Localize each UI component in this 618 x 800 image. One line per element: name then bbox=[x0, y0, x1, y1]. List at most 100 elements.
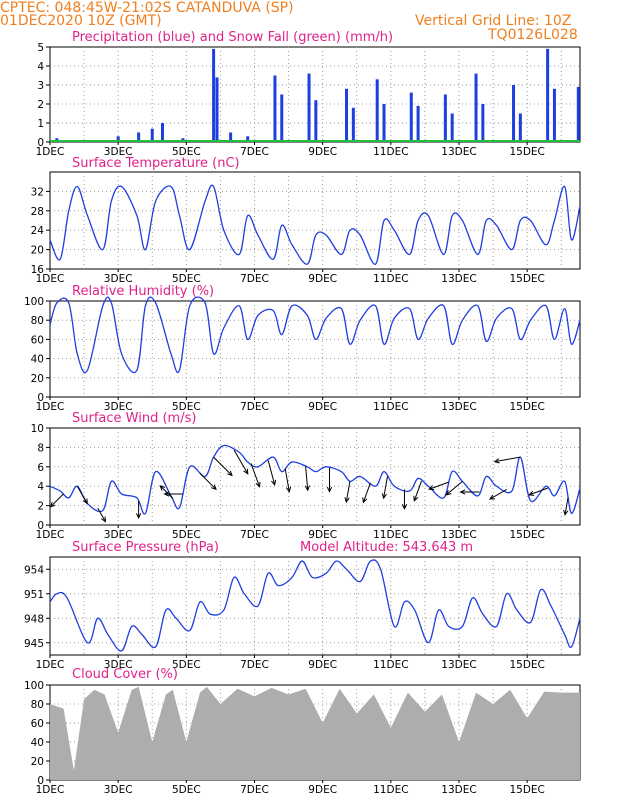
y-tick-label-wind: 10 bbox=[31, 423, 44, 435]
y-tick-label-wind: 6 bbox=[37, 462, 44, 474]
precip-bar bbox=[273, 75, 277, 142]
wind-arrow bbox=[97, 507, 106, 522]
y-tick-label-pres: 951 bbox=[24, 589, 44, 601]
x-tick-label-temp: 13DEC bbox=[441, 273, 476, 285]
y-tick-label-temp: 20 bbox=[31, 245, 44, 257]
precip-bar bbox=[382, 104, 386, 142]
x-tick-label-pres: 13DEC bbox=[441, 659, 476, 671]
y-tick-label-pres: 945 bbox=[24, 638, 44, 650]
wind-arrow bbox=[284, 468, 290, 492]
wind-arrow-head bbox=[401, 504, 408, 510]
wind-arrow bbox=[267, 460, 276, 485]
y-tick-label-rh: 80 bbox=[31, 315, 44, 327]
x-tick-label-precip: 15DEC bbox=[509, 146, 544, 158]
wind-arrow-head bbox=[563, 509, 569, 516]
y-tick-label-cloud: 100 bbox=[24, 680, 44, 692]
x-tick-label-rh: 1DEC bbox=[36, 401, 65, 413]
precip-bar bbox=[229, 132, 233, 142]
x-tick-label-temp: 11DEC bbox=[373, 273, 408, 285]
precip-bar bbox=[375, 79, 379, 142]
panel-title-pres: Surface Pressure (hPa) bbox=[72, 540, 219, 555]
precip-bar bbox=[576, 86, 580, 142]
x-tick-label-precip: 1DEC bbox=[36, 146, 65, 158]
x-tick-label-temp: 5DEC bbox=[172, 273, 201, 285]
station-line: CPTEC: 048:45W-21:02S CATANDUVA (SP) bbox=[0, 0, 294, 16]
wind-arrow bbox=[489, 489, 507, 500]
model-code: TQ0126L028 bbox=[488, 27, 578, 43]
precip-bar bbox=[552, 88, 556, 142]
y-tick-label-precip: 5 bbox=[37, 42, 44, 54]
x-tick-label-rh: 15DEC bbox=[509, 401, 544, 413]
x-tick-label-precip: 5DEC bbox=[172, 146, 201, 158]
wind-arrow bbox=[345, 481, 351, 503]
precip-bar bbox=[215, 77, 219, 142]
wind-arrow-head bbox=[82, 498, 88, 505]
y-tick-label-wind: 8 bbox=[37, 442, 44, 454]
wind-arrow bbox=[413, 480, 422, 501]
x-tick-label-precip: 7DEC bbox=[240, 146, 269, 158]
wind-arrow-head bbox=[381, 493, 387, 500]
wind-arrow-head bbox=[159, 485, 166, 491]
wind-arrow bbox=[250, 463, 260, 487]
x-tick-label-cloud: 13DEC bbox=[441, 784, 476, 796]
wind-arrow-head bbox=[326, 486, 333, 493]
y-tick-label-wind: 2 bbox=[37, 501, 44, 513]
precip-bar bbox=[518, 113, 522, 142]
x-tick-label-cloud: 1DEC bbox=[36, 784, 65, 796]
x-tick-label-cloud: 9DEC bbox=[308, 784, 337, 796]
wind-arrow bbox=[494, 456, 521, 463]
wind-arrow-head bbox=[101, 516, 107, 523]
precip-bar bbox=[307, 73, 311, 142]
y-tick-label-cloud: 60 bbox=[31, 718, 44, 730]
wind-arrow bbox=[305, 466, 309, 491]
precip-bar bbox=[212, 48, 216, 142]
y-tick-label-rh: 100 bbox=[24, 296, 44, 308]
precip-bar bbox=[409, 92, 413, 142]
x-tick-label-wind: 5DEC bbox=[172, 529, 201, 541]
wind-arrow-head bbox=[227, 470, 233, 477]
x-tick-label-temp: 15DEC bbox=[509, 273, 544, 285]
precip-bar bbox=[137, 132, 141, 142]
x-tick-label-rh: 9DEC bbox=[308, 401, 337, 413]
panel-title-temp: Surface Temperature (nC) bbox=[72, 156, 240, 171]
wind-arrow bbox=[50, 493, 64, 508]
pres-series-line bbox=[49, 559, 581, 652]
x-tick-label-wind: 11DEC bbox=[373, 529, 408, 541]
x-tick-label-cloud: 7DEC bbox=[240, 784, 269, 796]
x-tick-label-pres: 7DEC bbox=[240, 659, 269, 671]
wind-arrow bbox=[362, 482, 371, 503]
x-tick-label-pres: 9DEC bbox=[308, 659, 337, 671]
precip-bar bbox=[345, 88, 349, 142]
y-tick-label-wind: 0 bbox=[37, 520, 44, 532]
x-tick-label-wind: 3DEC bbox=[104, 529, 133, 541]
y-tick-label-pres: 948 bbox=[24, 613, 44, 625]
wind-arrow-head bbox=[135, 513, 142, 520]
wind-arrow-head bbox=[528, 490, 535, 496]
panel-frame-rh bbox=[49, 300, 581, 398]
x-tick-label-wind: 1DEC bbox=[36, 529, 65, 541]
wind-arrow bbox=[76, 485, 88, 504]
x-tick-label-pres: 5DEC bbox=[172, 659, 201, 671]
cloud-cover-area bbox=[50, 686, 580, 780]
run-time-line: 01DEC2020 10Z (GMT) bbox=[0, 13, 162, 29]
panel-frame-pres bbox=[49, 556, 581, 656]
y-tick-label-precip: 2 bbox=[37, 99, 44, 111]
x-tick-label-pres: 3DEC bbox=[104, 659, 133, 671]
x-tick-label-wind: 9DEC bbox=[308, 529, 337, 541]
y-tick-label-temp: 24 bbox=[31, 225, 45, 237]
precip-bar bbox=[450, 113, 454, 142]
wind-arrow-head bbox=[211, 484, 217, 491]
x-tick-label-cloud: 11DEC bbox=[373, 784, 408, 796]
precip-bar bbox=[474, 73, 478, 142]
wind-arrow-head bbox=[271, 479, 277, 486]
wind-arrow-head bbox=[49, 501, 56, 508]
precip-bar bbox=[116, 136, 120, 142]
x-tick-label-precip: 9DEC bbox=[308, 146, 337, 158]
x-tick-label-precip: 11DEC bbox=[373, 146, 408, 158]
y-tick-label-precip: 0 bbox=[37, 137, 44, 149]
temp-series-line bbox=[49, 184, 581, 265]
precip-bar bbox=[481, 104, 485, 142]
y-tick-label-pres: 954 bbox=[24, 564, 44, 576]
x-tick-label-rh: 3DEC bbox=[104, 401, 133, 413]
wind-arrow bbox=[213, 456, 233, 476]
